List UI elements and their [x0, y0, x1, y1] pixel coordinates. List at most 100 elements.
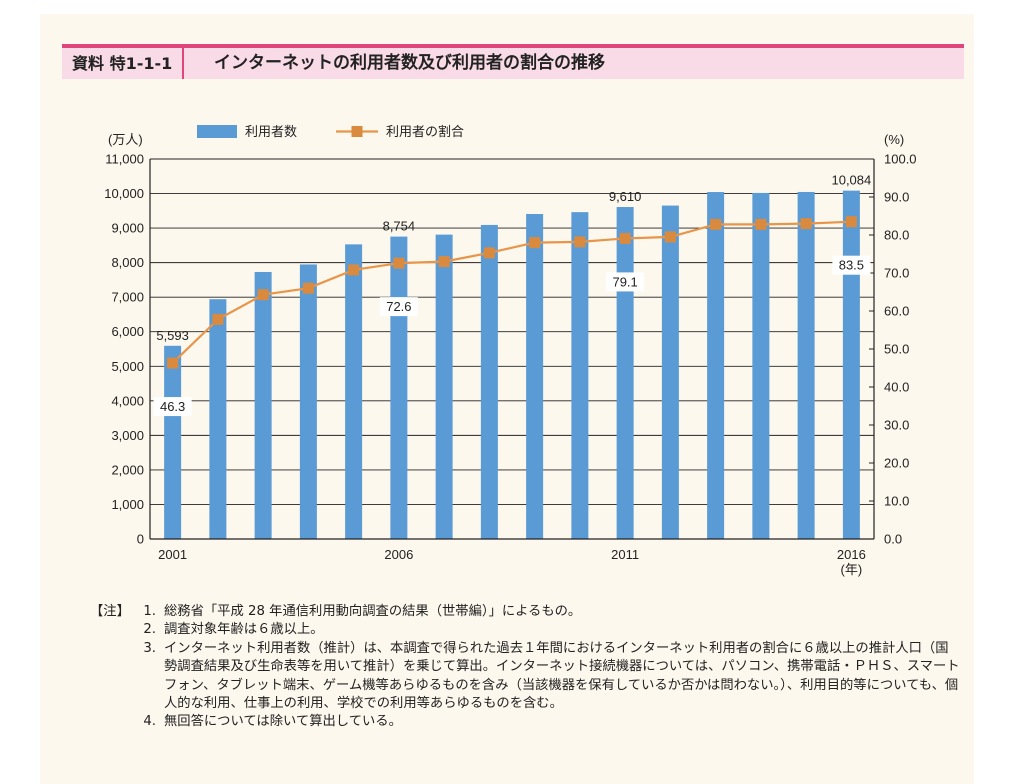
line-data-label: 83.5	[839, 258, 864, 273]
y-left-tick-label: 6,000	[111, 324, 144, 339]
bar	[707, 192, 725, 539]
bar	[616, 207, 634, 539]
line-data-label-box	[379, 297, 418, 317]
legend-label: 利用者の割合	[386, 124, 464, 139]
figure-label: 資料 特1-1-1	[62, 48, 185, 79]
y-right-tick-label: 10.0	[884, 494, 909, 509]
x-tick-label: 2016	[837, 547, 866, 562]
line-data-label: 46.3	[160, 399, 185, 414]
bar	[661, 205, 679, 540]
legend-label: 利用者数	[245, 124, 297, 139]
bar-data-label: 5,593	[156, 328, 189, 343]
bar	[209, 299, 227, 539]
line-point	[664, 231, 676, 243]
line-series	[167, 216, 857, 369]
y-left-tick-label: 10,000	[104, 186, 144, 201]
bar-data-label: 8,754	[383, 219, 416, 234]
bar	[299, 264, 317, 539]
line-data-label-box	[153, 397, 192, 417]
x-tick-label: 2011	[611, 547, 639, 562]
bar	[345, 244, 363, 539]
y-right-tick-label: 80.0	[884, 228, 909, 243]
line-path	[171, 220, 852, 364]
bar	[752, 192, 770, 539]
data-labels: 5,593 8,754 9,610 10,084 46.3 72.6 79.1 83.5	[153, 173, 871, 417]
y-right-tick-label: 20.0	[884, 456, 909, 471]
notes-heading: 【注】	[90, 604, 130, 619]
line-point	[845, 216, 857, 228]
bar	[164, 345, 182, 539]
note-number: 2.	[143, 622, 156, 638]
title-bar: 資料 特1-1-1 インターネットの利用者数及び利用者の割合の推移	[62, 44, 964, 79]
y-left-tick-label: 1,000	[111, 497, 144, 512]
y-left-tick-label: 5,000	[111, 359, 144, 374]
bar	[571, 212, 589, 539]
line-point	[529, 237, 541, 249]
axes: 0 1,000 2,000 3,000 4,000 5,000 6,000 7,000 8,00…	[104, 132, 916, 577]
document-page: 資料 特1-1-1 インターネットの利用者数及び利用者の割合の推移 0 1,000…	[40, 14, 974, 784]
line-point	[800, 218, 812, 230]
note-item: 4. 無回答については除いて算出している。	[90, 713, 960, 731]
bar	[254, 271, 272, 539]
notes: 【注】 1. 総務省「平成 28 年通信利用動向調査の結果（世帯編）」によるもの…	[90, 603, 960, 732]
line-point	[167, 357, 179, 369]
y-right-tick-label: 0.0	[884, 532, 902, 547]
line-point	[302, 282, 314, 294]
bar	[797, 191, 815, 539]
line-point	[574, 236, 586, 248]
y-left-tick-label: 3,000	[111, 428, 144, 443]
y-right-tick-label: 60.0	[884, 304, 909, 319]
bar	[480, 224, 498, 539]
bar-data-label: 10,084	[831, 173, 871, 188]
note-text: インターネット利用者数（推計）は、本調査で得られた過去１年間におけるインターネッ…	[164, 640, 960, 712]
line-point	[619, 232, 631, 244]
bar	[435, 234, 453, 539]
line-point	[483, 247, 495, 259]
note-text: 無回答については除いて算出している。	[164, 714, 402, 730]
figure-title: インターネットの利用者数及び利用者の割合の推移	[214, 53, 605, 73]
note-item: 3. インターネット利用者数（推計）は、本調査で得られた過去１年間におけるインタ…	[90, 640, 960, 714]
line-point	[755, 218, 767, 230]
note-text: 調査対象年齢は６歳以上。	[164, 622, 324, 638]
y-left-tick-label: 7,000	[111, 290, 144, 305]
note-item: 2. 調査対象年齢は６歳以上。	[90, 621, 960, 639]
y-right-axis-label: (%)	[884, 132, 904, 147]
x-tick-label: 2001	[158, 547, 187, 562]
bar-series	[164, 190, 860, 540]
legend-swatch-bar	[197, 125, 237, 138]
line-point	[257, 289, 269, 301]
chart: 0 1,000 2,000 3,000 4,000 5,000 6,000 7,000 8,00…	[104, 124, 916, 577]
line-point	[438, 256, 450, 268]
y-left-tick-label: 4,000	[111, 393, 144, 408]
bar	[526, 213, 544, 539]
line-point	[212, 313, 224, 325]
legend-swatch-marker	[351, 126, 363, 137]
line-data-label: 79.1	[612, 274, 637, 289]
y-left-tick-label: 11,000	[105, 152, 144, 167]
y-left-tick-label: 2,000	[111, 462, 144, 477]
note-number: 1.	[143, 604, 156, 619]
bar	[390, 236, 408, 539]
y-right-tick-label: 100.0	[884, 152, 917, 167]
line-point	[348, 264, 360, 276]
bar	[842, 190, 860, 540]
x-tick-label: 2006	[384, 547, 413, 562]
line-data-label-box	[832, 255, 871, 275]
y-right-tick-label: 40.0	[884, 380, 909, 395]
line-data-label: 72.6	[386, 299, 411, 314]
y-right-tick-label: 90.0	[884, 190, 909, 205]
y-right-tick-label: 30.0	[884, 418, 909, 433]
y-left-tick-label: 8,000	[111, 255, 144, 270]
note-number: 4.	[143, 714, 156, 730]
y-left-axis-label: (万人)	[108, 132, 143, 147]
legend: 利用者数 利用者の割合	[197, 124, 464, 139]
note-text: 総務省「平成 28 年通信利用動向調査の結果（世帯編）」によるもの。	[164, 604, 582, 619]
y-left-tick-label: 0	[137, 532, 144, 547]
line-point	[393, 257, 405, 269]
y-right-tick-label: 50.0	[884, 342, 909, 357]
note-number: 3.	[143, 640, 156, 656]
bar-data-label: 9,610	[609, 189, 642, 204]
line-point	[710, 218, 722, 230]
note-item: 【注】 1. 総務省「平成 28 年通信利用動向調査の結果（世帯編）」によるもの…	[90, 603, 960, 621]
x-axis-unit: (年)	[841, 562, 863, 577]
